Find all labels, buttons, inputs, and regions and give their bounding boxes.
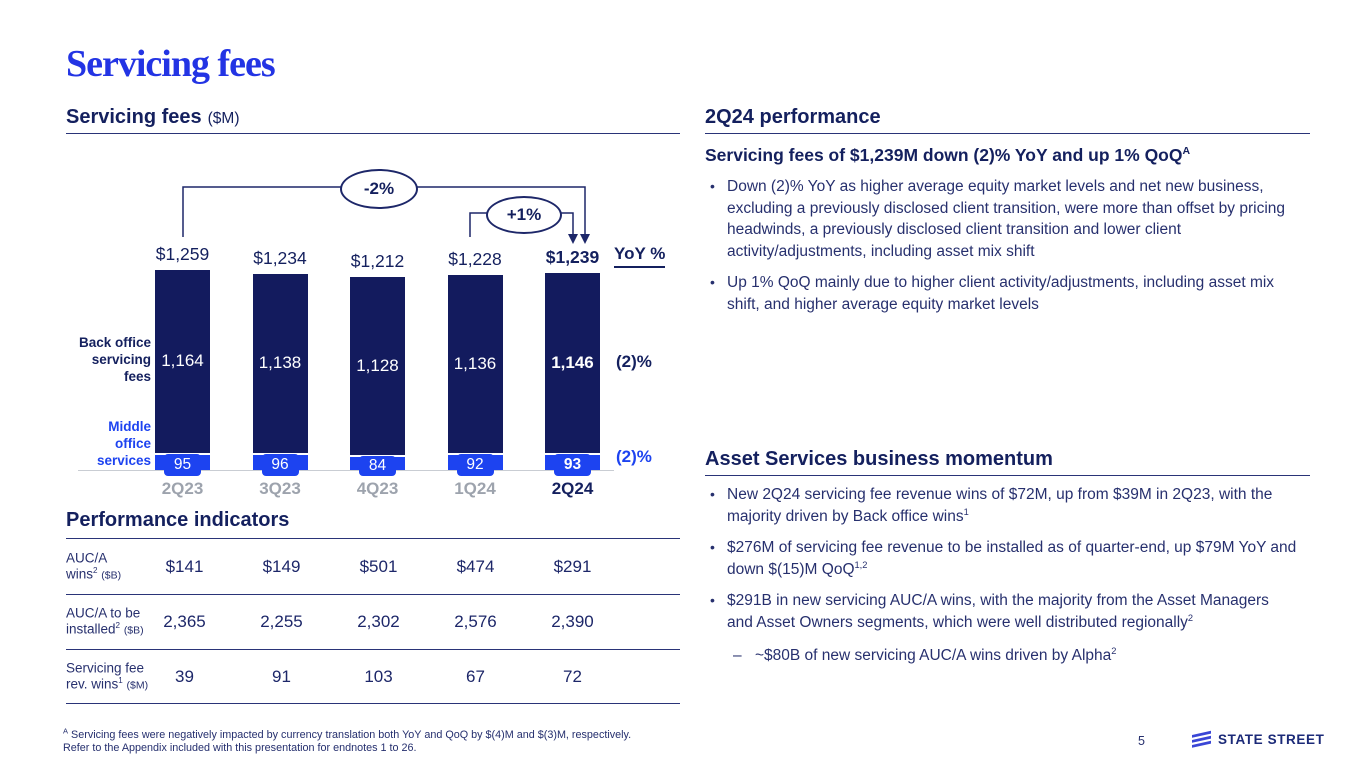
divider bbox=[705, 133, 1310, 134]
servicing-fees-chart: -2% +1% Back office servicing fees Middl… bbox=[66, 140, 680, 500]
bullet-item: $276M of servicing fee revenue to be ins… bbox=[705, 537, 1299, 580]
x-axis-label: 2Q23 bbox=[161, 479, 204, 498]
arrow-down-icon bbox=[568, 234, 578, 244]
table-cell: 39 bbox=[175, 666, 194, 686]
bar-column-1Q24: $1,228 1,136 92 1Q24 bbox=[447, 140, 503, 500]
table-cell: $141 bbox=[165, 556, 204, 576]
state-street-logo: STATE STREET bbox=[1190, 728, 1324, 750]
legend-back-office: Back office servicing fees bbox=[78, 335, 151, 384]
bar-segment-back-office: 1,138 bbox=[252, 273, 308, 453]
bar-column-2Q24: $1,239 1,146 93 2Q24 bbox=[545, 140, 600, 500]
logo-text: STATE STREET bbox=[1218, 731, 1325, 747]
table-cell: 103 bbox=[364, 666, 393, 686]
bar-column-3Q23: $1,234 1,138 96 3Q23 bbox=[252, 140, 308, 500]
page-number: 5 bbox=[1138, 734, 1145, 748]
bar-segment-back-office: 1,164 bbox=[155, 270, 210, 453]
chart-section-title: Servicing fees bbox=[66, 106, 202, 128]
middle-office-value-badge: 93 bbox=[554, 454, 591, 476]
middle-office-value-badge: 95 bbox=[164, 453, 201, 476]
yoy-change-oval: -2% bbox=[340, 169, 418, 209]
footnote: A Servicing fees were negatively impacte… bbox=[63, 726, 632, 754]
yoy-value-middle-office: (2)% bbox=[616, 447, 652, 466]
row-label: Servicing fee rev. wins1 ($M) bbox=[66, 660, 149, 691]
table-row: AUC/A wins2 ($B) $141 $149 $501 $474 $29… bbox=[66, 539, 680, 595]
performance-section-title: 2Q24 performance bbox=[705, 106, 881, 128]
row-label: AUC/A to be installed2 ($B) bbox=[66, 605, 144, 637]
bar-segment-back-office: 1,146 bbox=[545, 273, 600, 454]
qoq-change-oval: +1% bbox=[486, 196, 562, 234]
momentum-bullets: New 2Q24 servicing fee revenue wins of $… bbox=[705, 484, 1299, 667]
bar-total-label: $1,228 bbox=[448, 248, 502, 269]
performance-indicators-table: AUC/A wins2 ($B) $141 $149 $501 $474 $29… bbox=[66, 538, 680, 704]
yoy-column-header: YoY % bbox=[614, 244, 666, 268]
x-axis-label: 2Q24 bbox=[551, 479, 594, 498]
table-cell: $474 bbox=[456, 556, 495, 576]
table-cell: 72 bbox=[563, 666, 582, 686]
table-cell: 2,390 bbox=[551, 612, 594, 631]
bullet-item: Up 1% QoQ mainly due to higher client ac… bbox=[705, 272, 1299, 315]
bullet-item: Down (2)% YoY as higher average equity m… bbox=[705, 176, 1299, 262]
table-cell: 67 bbox=[466, 666, 485, 686]
bar-column-4Q23: $1,212 1,128 84 4Q23 bbox=[350, 140, 405, 500]
x-axis-label: 4Q23 bbox=[356, 479, 399, 498]
table-cell: 2,576 bbox=[454, 612, 497, 631]
performance-headline: Servicing fees of $1,239M down (2)% YoY … bbox=[705, 145, 1191, 165]
middle-office-value-badge: 92 bbox=[456, 454, 494, 476]
row-label: AUC/A wins2 ($B) bbox=[66, 550, 122, 581]
table-cell: 91 bbox=[272, 666, 291, 686]
state-street-logo-icon bbox=[1192, 730, 1211, 748]
table-cell: 2,365 bbox=[163, 612, 206, 631]
table-cell: $291 bbox=[553, 556, 592, 576]
bar-total-label: $1,259 bbox=[155, 244, 210, 264]
divider bbox=[66, 133, 680, 134]
bar-total-label: $1,239 bbox=[545, 247, 600, 268]
page-title: Servicing fees bbox=[66, 43, 276, 85]
arrow-down-icon bbox=[580, 234, 590, 244]
performance-bullets: Down (2)% YoY as higher average equity m… bbox=[705, 176, 1299, 325]
bar-total-label: $1,212 bbox=[350, 251, 405, 272]
x-axis-label: 1Q24 bbox=[454, 479, 496, 498]
chart-section-unit: ($M) bbox=[207, 110, 240, 127]
middle-office-value-badge: 84 bbox=[359, 455, 396, 476]
table-cell: 2,255 bbox=[260, 612, 303, 631]
sub-bullet-item: ~$80B of new servicing AUC/A wins driven… bbox=[705, 645, 1299, 667]
table-row: AUC/A to be installed2 ($B) 2,365 2,255 … bbox=[66, 595, 680, 650]
momentum-section-title: Asset Services business momentum bbox=[705, 448, 1053, 470]
legend-middle-office: Middle office services bbox=[96, 419, 151, 468]
table-cell: 2,302 bbox=[357, 612, 400, 631]
perf-indicators-title: Performance indicators bbox=[66, 509, 290, 531]
table-cell: $501 bbox=[359, 556, 398, 576]
x-axis-label: 3Q23 bbox=[259, 479, 301, 498]
bullet-item: $291B in new servicing AUC/A wins, with … bbox=[705, 590, 1299, 633]
bar-column-2Q23: $1,259 1,164 95 2Q23 bbox=[155, 140, 210, 500]
x-axis-line bbox=[78, 470, 614, 471]
table-row: Servicing fee rev. wins1 ($M) 39 91 103 … bbox=[66, 650, 680, 704]
middle-office-value-badge: 96 bbox=[261, 453, 299, 476]
table-cell: $149 bbox=[262, 556, 301, 576]
bullet-item: New 2Q24 servicing fee revenue wins of $… bbox=[705, 484, 1299, 527]
chart-section-header: Servicing fees ($M) bbox=[66, 106, 239, 129]
bar-segment-back-office: 1,136 bbox=[447, 274, 503, 454]
bar-total-label: $1,234 bbox=[253, 247, 307, 268]
yoy-value-back-office: (2)% bbox=[616, 352, 652, 371]
divider bbox=[705, 475, 1310, 476]
bar-segment-back-office: 1,128 bbox=[350, 277, 405, 455]
